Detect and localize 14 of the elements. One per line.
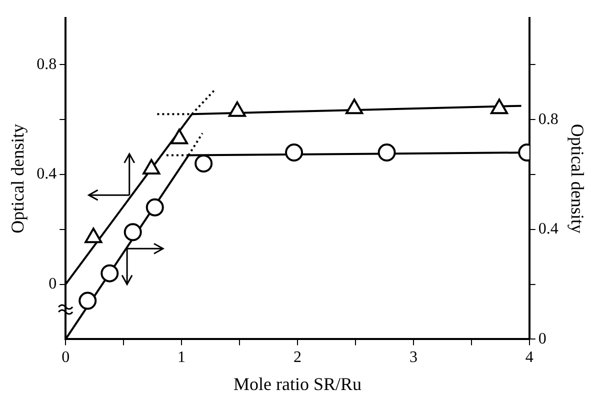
y-tick-label: 0	[48, 275, 57, 292]
x-tick-label: 0	[62, 349, 70, 366]
x-tick-label: 4	[525, 349, 534, 366]
y2-tick-label: 0	[538, 330, 546, 348]
y2-axis-title: Optical density	[567, 124, 588, 234]
y-axis-title: Optical density	[8, 124, 28, 234]
x-axis-title: Mole ratio SR/Ru	[233, 374, 362, 394]
y-tick-label: 0.8	[36, 56, 57, 73]
x-tick-label: 2	[294, 349, 302, 366]
y2-tick-label: 0.8	[538, 110, 558, 128]
x-tick-label: 1	[178, 349, 186, 366]
y2-tick-label: 0.4	[538, 220, 558, 238]
y-tick-label: 0.4	[36, 166, 57, 183]
x-tick-label: 3	[409, 349, 418, 366]
